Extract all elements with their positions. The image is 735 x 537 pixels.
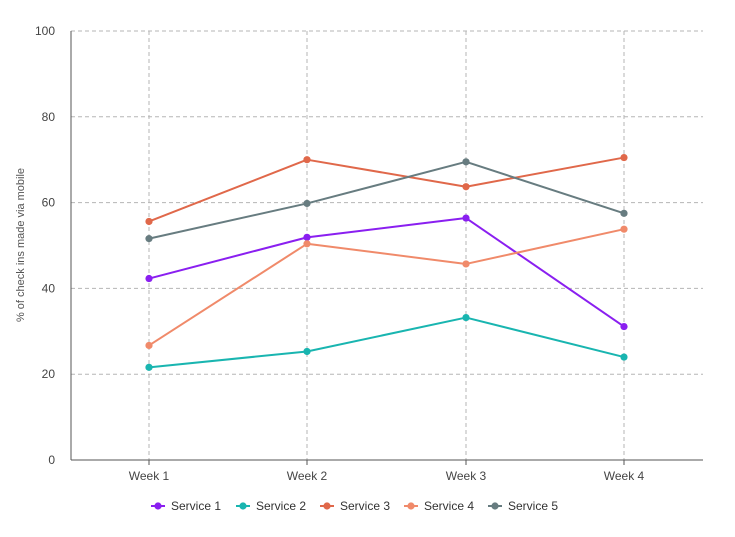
- legend-item-4: Service 4: [404, 499, 474, 513]
- series-lines: [145, 153, 628, 371]
- axes: [70, 31, 703, 465]
- data-point: [462, 313, 470, 322]
- legend-label: Service 2: [256, 499, 306, 513]
- y-tick-label: 80: [42, 110, 56, 124]
- series-4: [145, 225, 628, 350]
- y-tick-label: 20: [42, 367, 56, 381]
- y-tick-label: 100: [35, 24, 55, 38]
- legend: Service 1 Service 2 Service 3 Service 4 Serv…: [151, 499, 558, 513]
- data-point: [620, 153, 628, 162]
- legend-label: Service 4: [424, 499, 474, 513]
- legend-item-1: Service 1: [151, 499, 221, 513]
- legend-marker: [239, 502, 247, 510]
- data-point: [462, 214, 470, 222]
- data-point: [145, 363, 153, 371]
- data-point: [462, 183, 470, 191]
- data-point: [145, 235, 153, 243]
- data-point: [620, 209, 628, 217]
- series-3: [145, 153, 628, 226]
- data-point: [303, 199, 311, 208]
- legend-item-2: Service 2: [236, 499, 306, 513]
- series-5: [145, 158, 628, 243]
- y-tick-label: 40: [42, 281, 56, 295]
- data-point: [620, 225, 628, 233]
- series-line: [148, 228, 625, 347]
- x-tick-label: Week 1: [129, 469, 170, 483]
- series-2: [145, 313, 628, 371]
- y-tick-label: 0: [48, 453, 55, 467]
- x-tick-label: Week 4: [604, 469, 645, 483]
- data-point: [303, 240, 311, 248]
- x-tick-label: Week 2: [287, 469, 328, 483]
- data-point: [620, 353, 628, 361]
- data-point: [145, 341, 153, 350]
- grid: [71, 30, 703, 460]
- series-line: [148, 156, 625, 223]
- legend-label: Service 5: [508, 499, 558, 513]
- legend-marker: [154, 502, 162, 510]
- tick-labels: 0 20 40 60 80 100 Week 1 Week 2 Week 3 Week 4: [35, 24, 645, 483]
- legend-marker: [407, 502, 415, 510]
- legend-marker: [323, 502, 331, 510]
- data-point: [462, 260, 470, 268]
- x-tick-label: Week 3: [446, 469, 487, 483]
- series-line: [148, 217, 625, 328]
- data-point: [303, 233, 311, 241]
- data-point: [462, 158, 470, 166]
- series-1: [145, 214, 628, 331]
- y-tick-label: 60: [42, 196, 56, 210]
- legend-label: Service 3: [340, 499, 390, 513]
- legend-item-3: Service 3: [320, 499, 390, 513]
- legend-item-5: Service 5: [488, 499, 558, 513]
- data-point: [620, 322, 628, 331]
- data-point: [303, 156, 311, 164]
- data-point: [145, 274, 153, 283]
- legend-label: Service 1: [171, 499, 221, 513]
- y-axis-title: % of check ins made via mobile: [15, 168, 27, 322]
- legend-marker: [491, 502, 499, 510]
- series-line: [148, 160, 625, 240]
- series-line: [148, 316, 625, 369]
- data-point: [303, 347, 311, 356]
- data-point: [145, 217, 153, 226]
